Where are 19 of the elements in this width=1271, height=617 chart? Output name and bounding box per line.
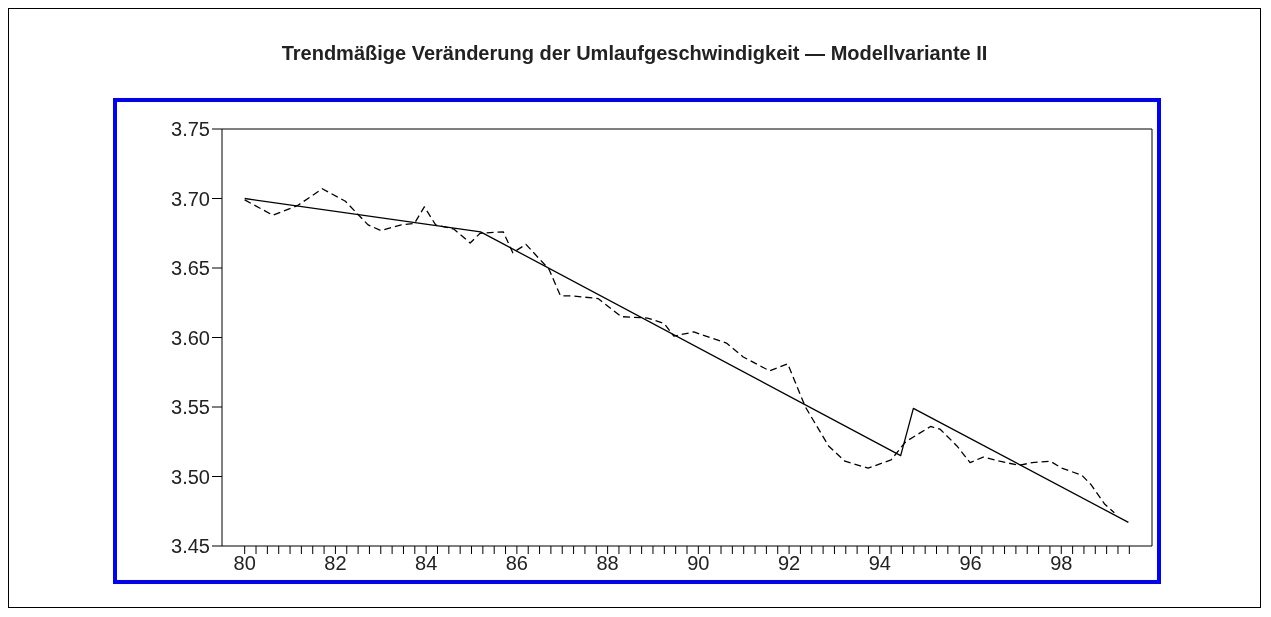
x-tick-label: 88 — [596, 552, 619, 575]
y-tick-label: 3.75 — [171, 118, 210, 141]
y-tick-label: 3.70 — [171, 187, 210, 210]
y-tick-label: 3.60 — [171, 326, 210, 349]
x-tick-label: 82 — [324, 552, 347, 575]
frame: 80 82 84 86 88 90 92 94 96 98 3.45 3.50 3.55 3.60 3.65 3.70 3.75 — [113, 98, 1161, 584]
x-tick-label: 94 — [868, 552, 891, 575]
y-tick-label: 3.55 — [171, 396, 210, 419]
x-tick-label: 84 — [415, 552, 438, 575]
y-tick-label: 3.45 — [171, 535, 210, 558]
chart-title: Trendmäßige Veränderung der Umlaufgeschwindigkeit — Modellvariante II — [280, 42, 989, 65]
y-tick-label: 3.65 — [171, 257, 210, 280]
x-tick-label: 90 — [687, 552, 710, 575]
y-tick-label: 3.50 — [171, 465, 210, 488]
x-tick-label: 86 — [505, 552, 528, 575]
x-tick-label: 80 — [233, 552, 256, 575]
x-tick-label: 96 — [959, 552, 982, 575]
x-tick-label: 98 — [1050, 552, 1073, 575]
x-tick-label: 92 — [777, 552, 801, 575]
